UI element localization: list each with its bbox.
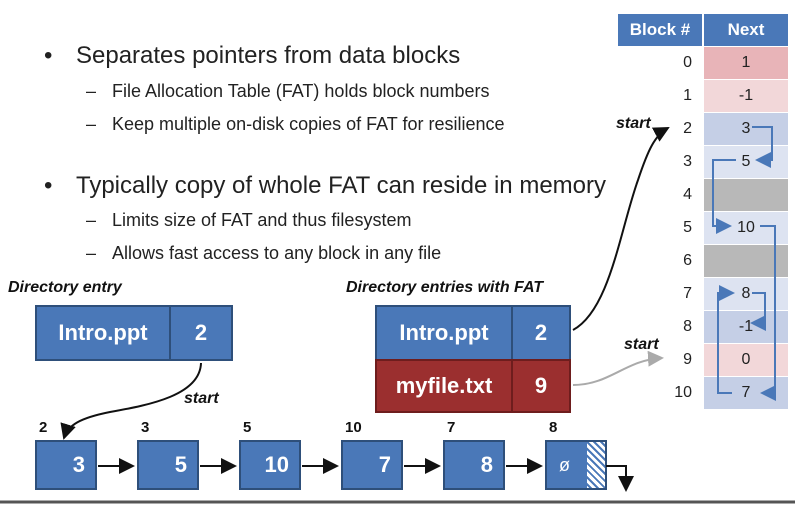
fat-next-value: 5: [704, 146, 788, 178]
chain-block-number: 3: [141, 419, 150, 436]
fat-next-value: 3: [704, 113, 788, 145]
fat-header-block: Block #: [618, 14, 702, 46]
arrow-intro-to-block2: [572, 127, 670, 331]
fat-directory-caption: Directory entries with FAT: [346, 279, 544, 296]
fat-next-value: [704, 179, 788, 211]
chain-block: 10: [239, 440, 301, 490]
directory-entry-name: Intro.ppt: [35, 305, 171, 361]
fat-block-number: 9: [683, 351, 692, 368]
fat-block-number: 1: [683, 87, 692, 104]
fat-block-number: 5: [683, 219, 692, 236]
fat-block-number: 4: [683, 186, 692, 203]
start-label-intro: start: [616, 115, 651, 132]
bullet-2: • Typically copy of whole FAT can reside…: [44, 172, 606, 200]
bullet-dot: •: [44, 172, 53, 199]
fat-arrow-3-5: [712, 159, 736, 234]
directory-entry-start: 2: [169, 305, 233, 361]
chain-block: 7: [341, 440, 403, 490]
fat-arrow-5-10: [760, 225, 776, 401]
sub-bullet-text: Allows fast access to any block in any f…: [112, 243, 442, 263]
fat-next-value: 1: [704, 47, 788, 79]
arrow-directory-to-chain: [60, 362, 202, 440]
fat-arrow-7-8: [750, 292, 766, 331]
directory-entry-caption: Directory entry: [8, 279, 122, 296]
fat-block-number: 2: [683, 120, 692, 137]
chain-block-number: 5: [243, 419, 252, 436]
sub-bullet-1-1: – File Allocation Table (FAT) holds bloc…: [86, 81, 490, 102]
chain-block-value: 5: [174, 452, 187, 477]
sub-bullet-2-1: – Limits size of FAT and thus filesystem: [86, 210, 412, 231]
chain-block-number: 2: [39, 419, 48, 436]
fat-block-number: 10: [674, 384, 692, 401]
chain-block: 3: [35, 440, 97, 490]
chain-block-value: 3: [72, 452, 85, 477]
dash: –: [86, 210, 97, 230]
bullet-dot: •: [44, 42, 53, 69]
fat-block-number: 0: [683, 54, 692, 71]
fat-entry-myfile-start: 9: [511, 359, 571, 413]
sub-bullet-text: Keep multiple on-disk copies of FAT for …: [112, 114, 505, 134]
chain-block: 5: [137, 440, 199, 490]
chain-end-arrow: [606, 465, 634, 492]
chain-block-value: 7: [378, 452, 391, 477]
bullet-1-text: Separates pointers from data blocks: [76, 42, 461, 69]
dash: –: [86, 243, 97, 263]
arrow-myfile-to-block9: [572, 350, 664, 386]
fat-block-number: 8: [683, 318, 692, 335]
fat-block-number: 7: [683, 285, 692, 302]
fat-entry-intro-name: Intro.ppt: [375, 305, 513, 361]
dash: –: [86, 81, 97, 101]
sub-bullet-text: File Allocation Table (FAT) holds block …: [112, 81, 490, 101]
bullet-1: • Separates pointers from data blocks: [44, 42, 461, 70]
fat-entry-intro-start: 2: [511, 305, 571, 361]
fat-next-value: -1: [704, 80, 788, 112]
chain-block-number: 7: [447, 419, 456, 436]
fat-arrow-2-3: [752, 126, 773, 168]
chain-block-number: 8: [549, 419, 558, 436]
start-label-myfile: start: [624, 336, 659, 353]
fat-header-next: Next: [704, 14, 788, 46]
chain-block: ø: [545, 440, 607, 490]
start-label-directory: start: [184, 390, 219, 407]
fat-block-number: 6: [683, 252, 692, 269]
fat-arrow-10-7: [717, 285, 735, 394]
chain-block-value: 8: [480, 452, 493, 477]
chain-block: 8: [443, 440, 505, 490]
sub-bullet-2-2: – Allows fast access to any block in any…: [86, 243, 442, 264]
fat-entry-myfile-name: myfile.txt: [375, 359, 513, 413]
sub-bullet-1-2: – Keep multiple on-disk copies of FAT fo…: [86, 114, 505, 135]
fat-block-number: 3: [683, 153, 692, 170]
chain-block-number: 10: [345, 419, 362, 436]
chain-block-value: ø: [559, 454, 570, 475]
sub-bullet-text: Limits size of FAT and thus filesystem: [112, 210, 412, 230]
bullet-2-text: Typically copy of whole FAT can reside i…: [76, 172, 606, 199]
chain-block-value: 10: [264, 452, 289, 477]
dash: –: [86, 114, 97, 134]
